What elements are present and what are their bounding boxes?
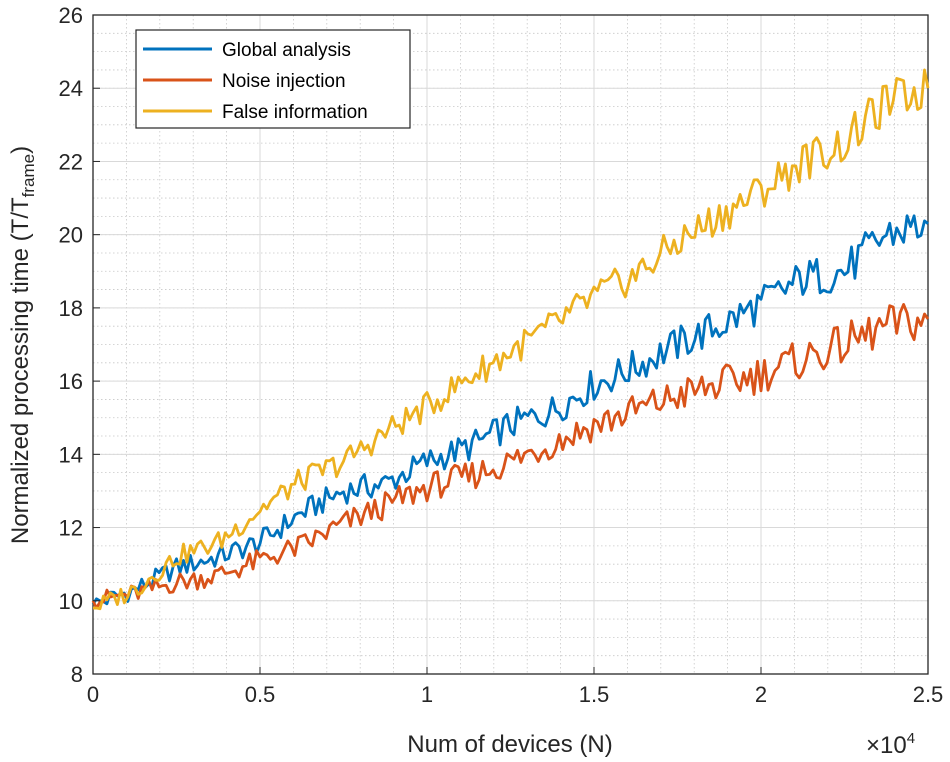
legend: Global analysis Noise injection False info… xyxy=(135,29,411,129)
y-tick-label: 8 xyxy=(71,662,83,687)
y-tick-label: 22 xyxy=(59,149,83,174)
y-tick-label: 10 xyxy=(59,589,83,614)
y-tick-label: 20 xyxy=(59,223,83,248)
y-axis-label: Normalized processing time (T/Tframe) xyxy=(7,146,38,544)
legend-label: Global analysis xyxy=(222,40,351,61)
x-exponent-base: ×10 xyxy=(866,732,907,759)
y-tick-label: 14 xyxy=(59,442,83,467)
y-tick-label: 26 xyxy=(59,3,83,28)
y-tick-label: 16 xyxy=(59,369,83,394)
x-exponent-power: 4 xyxy=(907,730,915,747)
tick-labels: 0 0.5 1 1.5 2 2.5 8 10 12 14 16 18 20 22 24 26 xyxy=(59,3,944,707)
series-line-global-analysis xyxy=(91,214,929,606)
x-axis-exponent: ×104 xyxy=(866,730,915,759)
y-tick-label: 12 xyxy=(59,516,83,541)
y-axis-label-sub: frame xyxy=(19,154,38,197)
y-tick-label: 24 xyxy=(59,76,83,101)
x-tick-label: 1 xyxy=(421,682,433,707)
series-line-false-information xyxy=(92,68,930,611)
series-line-noise-injection xyxy=(91,303,930,610)
legend-label: False information xyxy=(222,102,368,123)
plot-frame xyxy=(92,14,929,675)
y-axis-label-main: Normalized processing time (T/T xyxy=(7,197,34,544)
x-tick-label: 0 xyxy=(87,682,99,707)
y-tick-label: 18 xyxy=(59,296,83,321)
x-tick-label: 0.5 xyxy=(245,682,276,707)
x-tick-label: 2 xyxy=(755,682,767,707)
legend-label: Noise injection xyxy=(222,71,346,92)
x-tick-label: 1.5 xyxy=(579,682,610,707)
series-group xyxy=(91,68,930,611)
y-axis-label-close: ) xyxy=(7,146,34,154)
x-tick-label: 2.5 xyxy=(913,682,944,707)
x-axis-label: Num of devices (N) xyxy=(407,731,612,758)
